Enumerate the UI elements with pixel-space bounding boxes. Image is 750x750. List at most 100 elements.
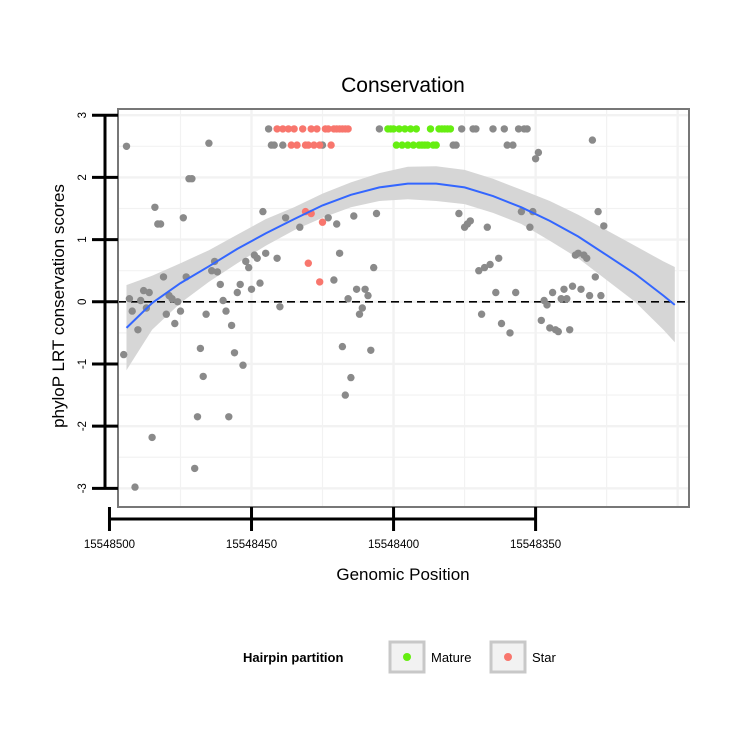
point-other — [137, 296, 145, 305]
point-other — [358, 304, 366, 312]
point-star — [290, 125, 298, 133]
point-other — [557, 295, 565, 303]
point-other — [213, 268, 222, 276]
point-other — [375, 125, 384, 133]
point-other — [279, 141, 287, 149]
point-other — [503, 141, 511, 149]
point-mature — [389, 125, 398, 133]
smooth-trend-line — [125, 182, 676, 329]
point-other — [239, 361, 247, 369]
point-other — [594, 207, 602, 216]
y-tick-label: -3 — [77, 483, 89, 493]
point-other — [122, 142, 131, 150]
confidence-ribbon — [126, 166, 675, 371]
point-other — [458, 125, 466, 133]
point-star — [287, 141, 295, 149]
point-other — [600, 222, 608, 230]
point-other — [208, 267, 216, 275]
point-other — [591, 273, 599, 281]
point-other — [585, 291, 594, 300]
legend-label-mature: Mature — [431, 650, 471, 665]
point-other — [162, 310, 170, 318]
point-other — [512, 288, 520, 297]
point-other — [253, 254, 261, 262]
point-star — [327, 141, 335, 149]
point-other — [245, 263, 253, 272]
point-other — [367, 346, 375, 354]
point-star — [273, 125, 281, 133]
point-mature — [409, 141, 418, 149]
point-other — [517, 207, 526, 216]
point-other — [219, 296, 227, 305]
point-other — [466, 217, 474, 225]
point-other — [531, 155, 540, 163]
point-other — [352, 285, 361, 293]
y-tick-label: -2 — [77, 421, 89, 431]
point-other — [497, 319, 506, 328]
point-other — [145, 288, 153, 297]
point-other — [341, 391, 349, 399]
point-other — [344, 295, 352, 303]
point-other — [296, 223, 304, 231]
legend-swatch-star — [504, 653, 512, 661]
y-tick-label: 2 — [77, 174, 89, 180]
chart-title: Conservation — [341, 74, 465, 97]
grid-lines — [118, 109, 689, 507]
point-other — [139, 286, 148, 295]
y-tick-label: 3 — [77, 112, 89, 118]
point-other — [270, 141, 278, 149]
point-mature — [446, 125, 455, 133]
data-points — [120, 125, 608, 491]
point-other — [492, 288, 500, 297]
point-other — [335, 249, 344, 257]
legend: Hairpin partition Mature Star — [243, 640, 557, 674]
point-other — [480, 263, 489, 272]
point-other — [233, 288, 241, 297]
point-other — [495, 254, 503, 262]
point-other — [134, 326, 142, 334]
point-other — [509, 141, 517, 149]
point-other — [514, 125, 523, 133]
point-other — [324, 214, 332, 222]
point-other — [247, 285, 256, 293]
point-other — [338, 342, 347, 351]
point-other — [193, 413, 202, 421]
point-other — [281, 214, 290, 222]
point-other — [191, 464, 199, 473]
point-other — [534, 148, 543, 157]
point-other — [588, 136, 597, 144]
point-other — [128, 307, 136, 315]
point-mature — [401, 125, 409, 133]
point-other — [350, 212, 358, 220]
point-other — [472, 125, 480, 133]
x-tick-label: 15548450 — [226, 539, 277, 551]
point-star — [318, 218, 327, 226]
point-other — [554, 327, 562, 336]
point-mature — [395, 125, 403, 133]
point-other — [202, 310, 210, 318]
point-other — [361, 285, 369, 293]
point-other — [347, 373, 355, 382]
y-tick-label: 0 — [77, 299, 89, 305]
point-other — [148, 433, 156, 442]
point-other — [583, 254, 591, 262]
point-star — [316, 278, 324, 286]
point-other — [179, 214, 187, 222]
point-star — [284, 125, 293, 133]
point-mature — [392, 141, 401, 149]
point-star — [313, 125, 321, 133]
x-axis-title: Genomic Position — [336, 565, 469, 584]
point-other — [355, 310, 364, 318]
point-other — [486, 260, 494, 269]
point-other — [330, 276, 338, 284]
point-other — [543, 301, 551, 309]
point-other — [259, 207, 267, 216]
point-mature — [406, 125, 415, 133]
point-star — [299, 125, 307, 133]
point-other — [526, 223, 534, 231]
point-other — [188, 175, 196, 183]
point-other — [168, 295, 176, 303]
y-tick-label: 1 — [77, 236, 89, 242]
point-other — [159, 273, 168, 281]
